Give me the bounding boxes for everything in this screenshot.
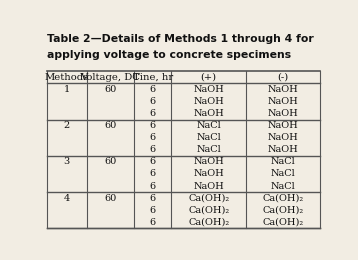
Text: 6: 6 bbox=[150, 206, 156, 215]
Text: Ca(OH)₂: Ca(OH)₂ bbox=[188, 194, 229, 203]
Text: 6: 6 bbox=[150, 170, 156, 179]
Text: NaOH: NaOH bbox=[193, 181, 224, 191]
Text: NaOH: NaOH bbox=[268, 85, 299, 94]
Text: Ca(OH)₂: Ca(OH)₂ bbox=[262, 206, 304, 215]
Text: NaOH: NaOH bbox=[268, 121, 299, 130]
Text: NaOH: NaOH bbox=[268, 97, 299, 106]
Text: Methods: Methods bbox=[45, 73, 89, 82]
Text: NaCl: NaCl bbox=[196, 121, 221, 130]
Text: NaCl: NaCl bbox=[271, 157, 295, 166]
Text: (-): (-) bbox=[277, 73, 289, 82]
Text: NaOH: NaOH bbox=[193, 97, 224, 106]
Text: NaOH: NaOH bbox=[268, 133, 299, 142]
Text: 6: 6 bbox=[150, 218, 156, 227]
Text: 6: 6 bbox=[150, 97, 156, 106]
Text: 6: 6 bbox=[150, 133, 156, 142]
Text: 3: 3 bbox=[64, 157, 70, 166]
Text: NaCl: NaCl bbox=[271, 170, 295, 179]
Text: 4: 4 bbox=[64, 194, 70, 203]
Text: 60: 60 bbox=[104, 121, 117, 130]
Text: 6: 6 bbox=[150, 109, 156, 118]
Text: Table 2—Details of Methods 1 through 4 for: Table 2—Details of Methods 1 through 4 f… bbox=[47, 34, 314, 44]
Text: NaOH: NaOH bbox=[268, 145, 299, 154]
Text: NaOH: NaOH bbox=[193, 157, 224, 166]
Text: Ca(OH)₂: Ca(OH)₂ bbox=[262, 194, 304, 203]
Text: (+): (+) bbox=[201, 73, 217, 82]
Text: NaOH: NaOH bbox=[193, 85, 224, 94]
Text: NaCl: NaCl bbox=[196, 133, 221, 142]
Text: Voltage, DC: Voltage, DC bbox=[81, 73, 140, 82]
Text: NaOH: NaOH bbox=[193, 109, 224, 118]
Text: 6: 6 bbox=[150, 181, 156, 191]
Text: 60: 60 bbox=[104, 194, 117, 203]
Text: NaCl: NaCl bbox=[271, 181, 295, 191]
Text: NaCl: NaCl bbox=[196, 145, 221, 154]
Text: 6: 6 bbox=[150, 145, 156, 154]
Text: 6: 6 bbox=[150, 194, 156, 203]
Text: Tine, hr: Tine, hr bbox=[132, 73, 173, 82]
Text: applying voltage to concrete specimens: applying voltage to concrete specimens bbox=[47, 50, 291, 60]
Text: 60: 60 bbox=[104, 85, 117, 94]
Text: 1: 1 bbox=[64, 85, 70, 94]
Text: 6: 6 bbox=[150, 121, 156, 130]
Text: Ca(OH)₂: Ca(OH)₂ bbox=[262, 218, 304, 227]
Text: Ca(OH)₂: Ca(OH)₂ bbox=[188, 218, 229, 227]
Text: Ca(OH)₂: Ca(OH)₂ bbox=[188, 206, 229, 215]
Text: 6: 6 bbox=[150, 157, 156, 166]
Text: 2: 2 bbox=[64, 121, 70, 130]
Text: 60: 60 bbox=[104, 157, 117, 166]
Text: NaOH: NaOH bbox=[268, 109, 299, 118]
Text: NaOH: NaOH bbox=[193, 170, 224, 179]
Text: 6: 6 bbox=[150, 85, 156, 94]
